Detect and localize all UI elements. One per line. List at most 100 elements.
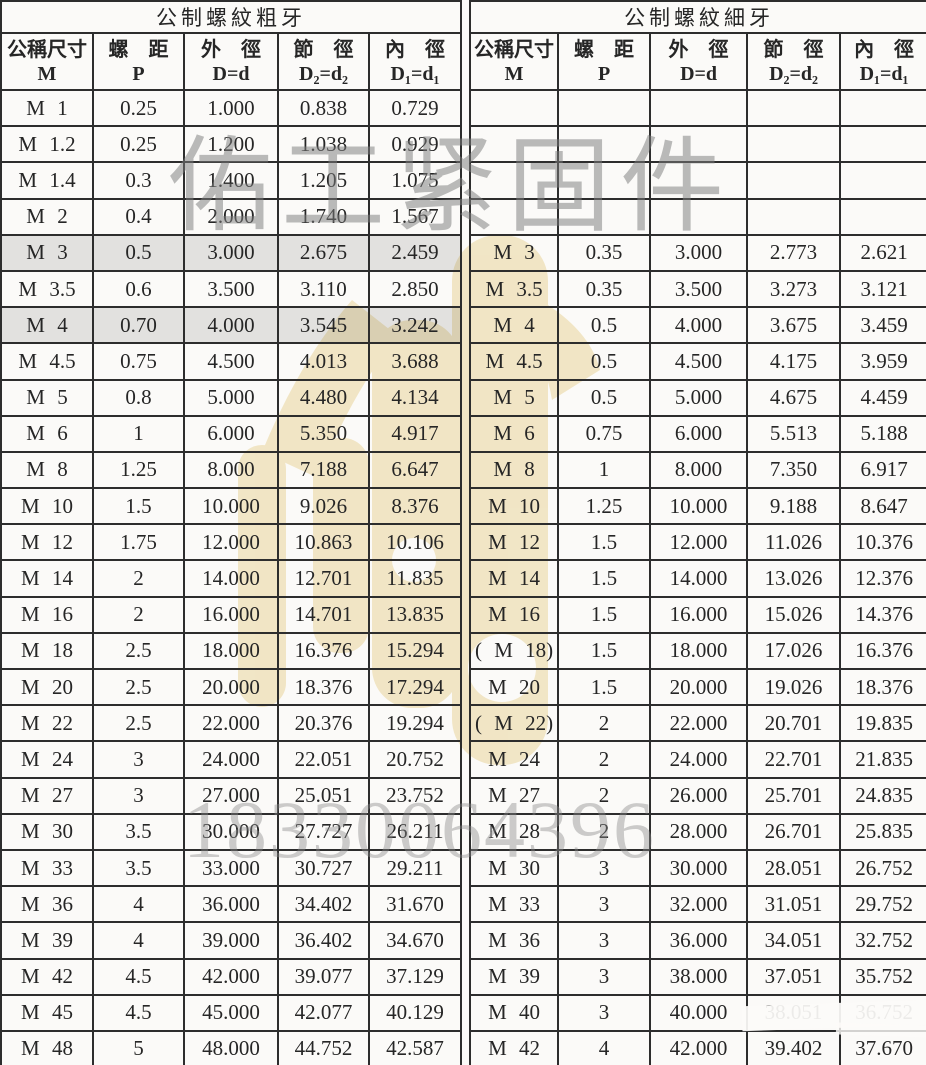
value-cell: 9.026: [277, 487, 370, 526]
value-cell: 36.752: [839, 993, 926, 1032]
size-cell: M 4.5: [0, 342, 94, 381]
value-cell: 4: [92, 921, 185, 960]
size-cell: M 45: [0, 993, 94, 1032]
size-cell: [469, 88, 560, 128]
value-cell: 28.000: [649, 812, 749, 851]
value-cell: 30.727: [277, 848, 370, 888]
value-cell: 5.188: [839, 414, 926, 453]
value-cell: 45.000: [183, 993, 279, 1032]
value-cell: 1.740: [277, 197, 370, 236]
size-cell: M 36: [469, 921, 560, 960]
header-zh: 公稱尺寸: [7, 38, 87, 61]
size-cell: M 8: [469, 450, 560, 490]
header-zh: 節 徑: [763, 38, 824, 61]
table-row: M 39 3 38.000 37.051 35.752: [469, 957, 926, 996]
size-cell: M 5: [0, 378, 94, 417]
value-cell: 24.000: [649, 740, 749, 779]
value-cell: [557, 161, 652, 200]
table-row: M 20 1.5 20.000 19.026 18.376: [469, 667, 926, 707]
value-cell: 14.701: [277, 595, 370, 634]
size-cell: M 27: [0, 776, 94, 815]
value-cell: 4.134: [367, 378, 463, 417]
value-cell: 5.513: [746, 414, 842, 453]
table-row: M 3 0.5 3.000 2.675 2.459: [0, 233, 463, 272]
table-row: [469, 88, 926, 128]
table-row: ( M 18) 1.5 18.000 17.026 16.376: [469, 631, 926, 671]
value-cell: 23.752: [367, 776, 463, 815]
table-row: M 12 1.75 12.000 10.863 10.106: [0, 523, 463, 562]
table-row: M 5 0.5 5.000 4.675 4.459: [469, 378, 926, 417]
value-cell: 22.000: [183, 704, 279, 743]
value-cell: 25.835: [839, 812, 926, 851]
value-cell: 16.000: [649, 595, 749, 634]
value-cell: 6.000: [649, 414, 749, 453]
value-cell: 26.701: [746, 812, 842, 851]
col-header-pitch: 螺 距 P: [557, 32, 652, 91]
value-cell: 2.459: [367, 233, 463, 272]
table-row: M 28 2 28.000 26.701 25.835: [469, 812, 926, 851]
value-cell: 21.835: [839, 740, 926, 779]
value-cell: 3.273: [746, 269, 842, 309]
value-cell: 28.051: [746, 848, 842, 888]
table-row: M 14 1.5 14.000 13.026 12.376: [469, 559, 926, 598]
value-cell: 4.000: [183, 306, 279, 345]
header-sym: D₁=d₁: [390, 62, 440, 85]
value-cell: 35.752: [839, 957, 926, 996]
table-row: M 24 2 24.000 22.701 21.835: [469, 740, 926, 779]
value-cell: 2: [92, 559, 185, 598]
header-zh: 外 徑: [668, 38, 729, 61]
table-row: M 45 4.5 45.000 42.077 40.129: [0, 993, 463, 1032]
value-cell: 22.701: [746, 740, 842, 779]
table-row: M 22 2.5 22.000 20.376 19.294: [0, 704, 463, 743]
value-cell: 19.026: [746, 667, 842, 707]
value-cell: 34.670: [367, 921, 463, 960]
value-cell: 36.000: [649, 921, 749, 960]
value-cell: 4.013: [277, 342, 370, 381]
coarse-table-title: 公制螺紋粗牙: [0, 0, 463, 34]
table-row: M 10 1.25 10.000 9.188 8.647: [469, 487, 926, 526]
value-cell: 17.026: [746, 631, 842, 671]
size-cell: M 20: [0, 667, 94, 707]
fine-table-title: 公制螺紋細牙: [469, 0, 926, 34]
size-cell: M 20: [469, 667, 560, 707]
value-cell: [746, 88, 842, 128]
value-cell: 26.000: [649, 776, 749, 815]
value-cell: 3.242: [367, 306, 463, 345]
value-cell: 0.838: [277, 88, 370, 128]
value-cell: 14.376: [839, 595, 926, 634]
value-cell: 0.729: [367, 88, 463, 128]
value-cell: 2: [557, 740, 652, 779]
size-cell: M 24: [0, 740, 94, 779]
value-cell: 2.850: [367, 269, 463, 309]
table-row: M 36 3 36.000 34.051 32.752: [469, 921, 926, 960]
fine-table-body: M 3 0.35 3.000 2.773 2.621 M 3.5 0.35 3.500 3.27…: [469, 88, 926, 1065]
value-cell: 7.350: [746, 450, 842, 490]
value-cell: 0.35: [557, 233, 652, 272]
size-cell: M 8: [0, 450, 94, 490]
value-cell: 17.294: [367, 667, 463, 707]
header-zh: 螺 距: [574, 38, 635, 61]
value-cell: 4.5: [92, 993, 185, 1032]
table-row: M 6 0.75 6.000 5.513 5.188: [469, 414, 926, 453]
size-cell: ( M 22): [469, 704, 560, 743]
value-cell: 0.70: [92, 306, 185, 345]
value-cell: 3.545: [277, 306, 370, 345]
value-cell: 20.000: [183, 667, 279, 707]
value-cell: 4.500: [649, 342, 749, 381]
header-sym: D₂=d₂: [299, 62, 348, 85]
size-cell: M 4: [0, 306, 94, 345]
size-cell: M 10: [0, 487, 94, 526]
value-cell: 39.077: [277, 957, 370, 996]
size-cell: M 33: [0, 848, 94, 888]
value-cell: 3.500: [183, 269, 279, 309]
value-cell: 0.4: [92, 197, 185, 236]
size-cell: M 18: [0, 631, 94, 671]
value-cell: 25.051: [277, 776, 370, 815]
value-cell: 8.647: [839, 487, 926, 526]
col-header-size: 公稱尺寸 M: [0, 32, 94, 91]
table-row: M 8 1 8.000 7.350 6.917: [469, 450, 926, 490]
value-cell: 37.051: [746, 957, 842, 996]
value-cell: 0.6: [92, 269, 185, 309]
table-row: M 5 0.8 5.000 4.480 4.134: [0, 378, 463, 417]
value-cell: 14.000: [183, 559, 279, 598]
